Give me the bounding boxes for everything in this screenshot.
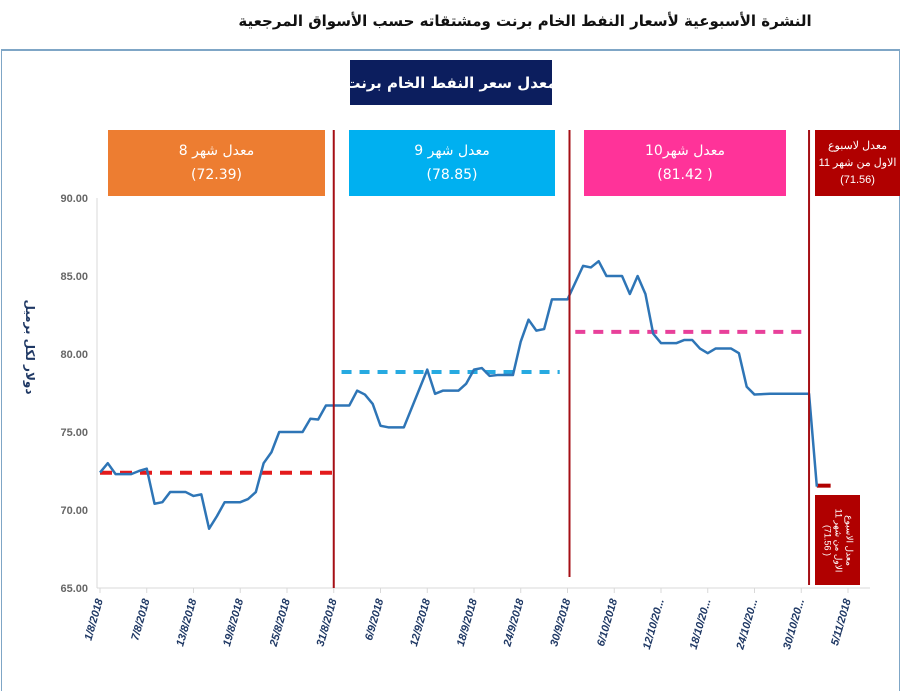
- y-tick-label: 70.00: [60, 505, 88, 517]
- y-tick-label: 80.00: [60, 349, 88, 361]
- x-tick-label: 12/9/2018: [408, 597, 433, 648]
- x-tick-label: 30/10/20...: [781, 598, 807, 651]
- x-tick-label: 13/8/2018: [174, 597, 199, 648]
- brent-price-line: [100, 261, 817, 529]
- x-tick-label: 25/8/2018: [268, 597, 294, 649]
- x-tick-label: 24/10/20...: [734, 598, 760, 652]
- x-tick-label: 12/10/20...: [641, 598, 667, 651]
- y-tick-label: 85.00: [60, 271, 88, 283]
- line-chart: 90.00 85.00 80.00 75.00 70.00 65.00 1/8/2018 7/…: [0, 0, 900, 675]
- x-tick-label: 6/10/2018: [595, 597, 620, 648]
- y-tick-label: 75.00: [60, 427, 88, 439]
- y-tick-label: 65.00: [60, 583, 88, 595]
- x-tick-label: 31/8/2018: [315, 597, 340, 648]
- x-tick-label: 19/8/2018: [221, 597, 246, 648]
- x-tick-label: 7/8/2018: [129, 597, 153, 642]
- x-tick-label: 30/9/2018: [548, 597, 573, 648]
- x-tick-label: 5/11/2018: [829, 597, 854, 647]
- x-tick-label: 18/10/20...: [688, 598, 714, 651]
- x-tick-label: 6/9/2018: [363, 597, 387, 642]
- x-tick-label: 18/9/2018: [455, 597, 480, 648]
- x-tick-label: 1/8/2018: [83, 597, 107, 642]
- x-tick-label: 24/9/2018: [501, 597, 527, 649]
- y-tick-label: 90.00: [60, 193, 88, 205]
